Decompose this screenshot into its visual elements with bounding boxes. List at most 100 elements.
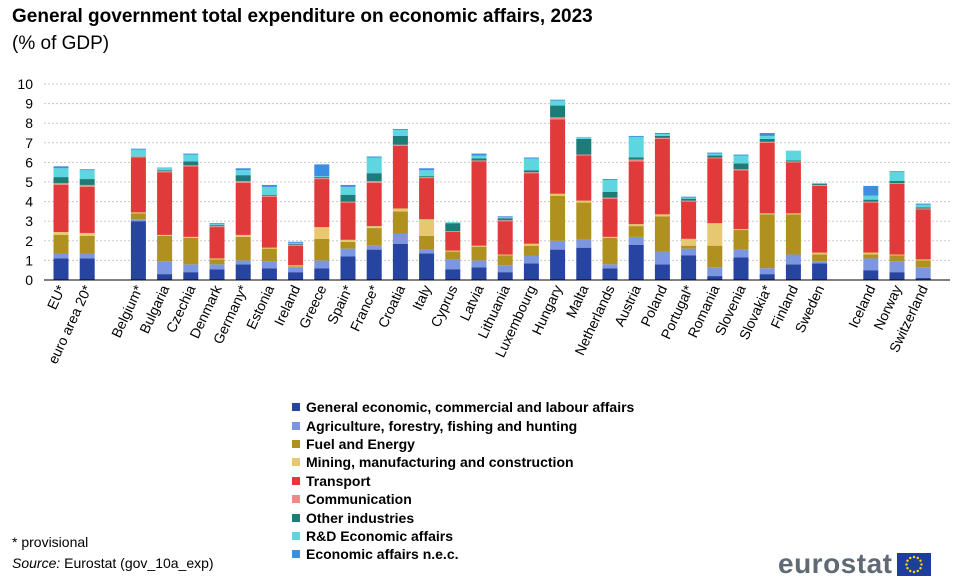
bar-segment — [471, 158, 487, 161]
bar-segment — [392, 208, 408, 212]
bar-segment — [235, 175, 251, 182]
bar-segment — [497, 220, 513, 222]
bar-segment — [157, 171, 173, 173]
bar-segment — [707, 223, 723, 246]
bar-segment — [576, 136, 592, 139]
x-tick-label: Italy — [409, 283, 434, 313]
bar-segment — [785, 214, 801, 255]
bar-segment — [183, 165, 199, 167]
bar-segment — [79, 186, 95, 233]
bar-segment — [812, 263, 828, 280]
bar-segment — [654, 137, 670, 139]
bar-segment — [863, 202, 879, 253]
bar-segment — [209, 264, 225, 270]
bar-segment — [157, 170, 173, 172]
flag-star — [919, 566, 923, 569]
x-tick-label: EU* — [44, 282, 69, 312]
bar-segment — [602, 264, 618, 269]
bar-segment — [602, 197, 618, 199]
bar-segment — [915, 267, 931, 279]
flag-star — [913, 555, 916, 558]
bar-segment — [550, 100, 566, 106]
bar-segment — [130, 212, 146, 214]
bar-segment — [707, 153, 723, 156]
bar-segment — [53, 184, 69, 232]
legend-item: Other industries — [292, 508, 634, 526]
bar-segment — [183, 264, 199, 273]
bar-segment — [419, 249, 435, 254]
bar-segment — [130, 148, 146, 150]
bar-segment — [130, 219, 146, 222]
bar-segment — [602, 268, 618, 280]
bar-segment — [157, 235, 173, 262]
bar-segment — [523, 243, 539, 246]
legend-item: Fuel and Energy — [292, 435, 634, 453]
bar-segment — [523, 158, 539, 171]
bar-segment — [314, 179, 330, 228]
bar-segment — [157, 234, 173, 236]
bar-segment — [602, 179, 618, 181]
bar-segment — [497, 221, 513, 255]
bar-segment — [863, 252, 879, 255]
bar-segment — [79, 170, 95, 180]
bar-segment — [523, 263, 539, 280]
legend-swatch — [292, 421, 300, 430]
eurostat-logo: eurostat — [778, 548, 932, 580]
bar-segment — [392, 130, 408, 136]
bar-segment — [628, 161, 644, 225]
bar-segment — [497, 255, 513, 266]
bar-segment — [576, 200, 592, 203]
bar-segment — [628, 236, 644, 245]
source-text: Eurostat (gov_10a_exp) — [64, 555, 214, 571]
bar-segment — [419, 235, 435, 250]
bar-segment — [209, 225, 225, 227]
legend-swatch — [292, 550, 300, 559]
legend: General economic, commercial and labour … — [292, 398, 634, 564]
bar-segment — [497, 265, 513, 273]
bar-segment — [130, 213, 146, 220]
bar-segment — [550, 117, 566, 120]
bar-segment — [471, 267, 487, 280]
bar-segment — [889, 181, 905, 183]
bar-segment — [812, 261, 828, 264]
bar-segment — [733, 154, 749, 156]
bar-segment — [340, 184, 356, 187]
bar-segment — [681, 196, 697, 198]
eurostat-logo-text: eurostat — [778, 548, 893, 579]
bar-segment — [392, 233, 408, 244]
bar-segment — [759, 138, 775, 142]
bar-segment — [628, 244, 644, 280]
bar-segment — [523, 255, 539, 264]
bar-segment — [889, 255, 905, 262]
bar-segment — [340, 194, 356, 202]
bar-segment — [628, 157, 644, 160]
bar-segment — [550, 193, 566, 196]
bar-segment — [733, 169, 749, 171]
bar-segment — [654, 133, 670, 136]
bar-segment — [445, 259, 461, 270]
bar-segment — [288, 244, 304, 246]
legend-label: Economic affairs n.e.c. — [306, 546, 459, 563]
bar-segment — [889, 183, 905, 255]
bar-segment — [707, 158, 723, 224]
flag-star — [909, 556, 912, 559]
flag-star — [917, 569, 920, 572]
bar-segment — [759, 135, 775, 139]
bar-segment — [497, 217, 513, 219]
y-tick-label: 1 — [25, 252, 33, 268]
bar-segment — [759, 214, 775, 269]
bar-segment — [314, 268, 330, 280]
bar-segment — [392, 144, 408, 146]
bar-segment — [759, 274, 775, 280]
bar-segment — [79, 169, 95, 171]
bar-segment — [261, 268, 277, 280]
bar-segment — [785, 213, 801, 215]
bar-segment — [53, 177, 69, 183]
bar-segment — [288, 245, 304, 266]
bar-segment — [392, 135, 408, 145]
bar-segment — [53, 258, 69, 280]
y-tick-label: 9 — [25, 96, 33, 112]
bar-segment — [366, 156, 382, 158]
y-tick-label: 6 — [25, 154, 33, 170]
bar-segment — [157, 261, 173, 275]
